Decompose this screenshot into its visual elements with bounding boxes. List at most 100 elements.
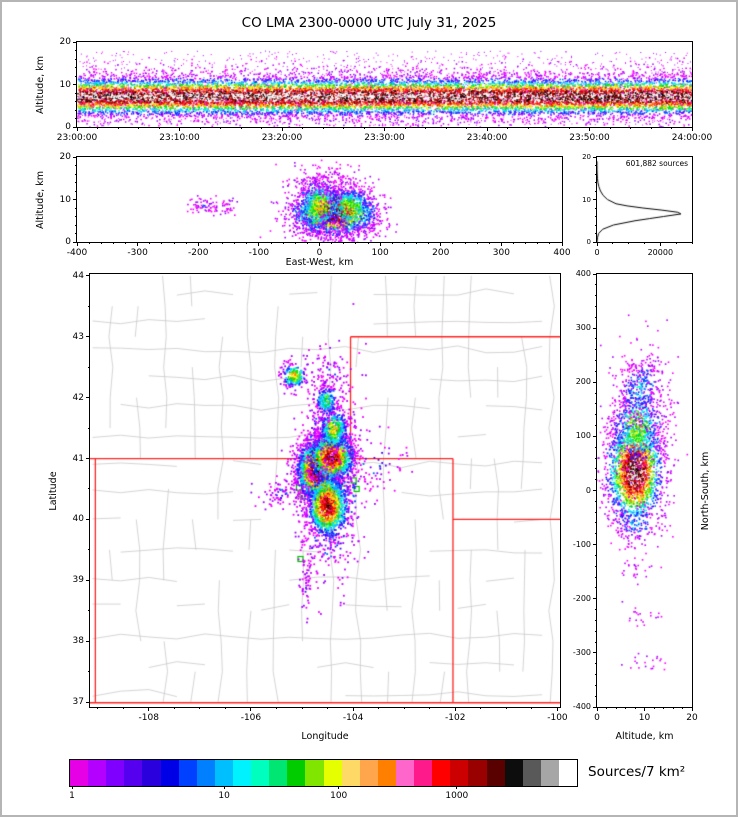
x-minor-tick <box>527 127 529 129</box>
y-minor-tick <box>595 190 597 192</box>
x-minor-tick <box>691 242 693 244</box>
y-minor-tick <box>595 695 597 697</box>
y-tick-label: -400 <box>572 702 591 711</box>
x-minor-tick <box>261 127 262 129</box>
colorbar-cell <box>540 760 559 786</box>
x-minor-tick <box>513 242 514 244</box>
y-minor-tick <box>88 549 90 551</box>
x-tick <box>440 242 442 246</box>
x-minor-tick <box>630 127 631 129</box>
altitude-histogram-canvas <box>597 157 692 242</box>
x-minor-tick <box>331 242 333 244</box>
x-minor-tick <box>391 242 393 244</box>
y-minor-tick <box>595 641 597 643</box>
x-minor-tick <box>672 707 674 709</box>
panel-plan-view-map: -108 -106 -104 -102 -100 37 38 39 40 41 42 43 44 <box>73 271 568 723</box>
x-minor-tick <box>403 242 405 244</box>
y-tick-label: 10 <box>59 79 71 90</box>
y-tick <box>86 458 90 460</box>
y-minor-tick <box>595 233 597 234</box>
x-minor-tick <box>220 127 221 129</box>
x-tick-label: 300 <box>492 248 510 258</box>
colorbar-tick-label: 10 <box>218 791 230 801</box>
x-tick <box>596 707 598 711</box>
x-minor-tick <box>429 707 431 709</box>
x-minor-tick <box>270 242 272 244</box>
colorbar-cell <box>450 760 469 786</box>
x-minor-tick <box>343 127 344 129</box>
y-tick <box>86 579 90 581</box>
y-minor-tick <box>595 446 597 448</box>
x-tick-label: -102 <box>445 713 466 723</box>
y-minor-tick <box>595 295 597 297</box>
x-tick-label: 23:20:00 <box>261 133 303 143</box>
x-tick-label: -200 <box>188 248 209 258</box>
y-minor-tick <box>595 630 597 632</box>
y-tick-label: 0 <box>65 237 71 247</box>
y-minor-tick <box>75 67 77 68</box>
x-minor-tick <box>343 242 345 244</box>
colorbar-cell <box>522 760 541 786</box>
y-minor-tick <box>595 511 597 513</box>
y-tick-label: -200 <box>572 593 591 603</box>
y-tick-label: 39 <box>72 575 84 586</box>
y-tick <box>593 652 597 654</box>
y-minor-tick <box>595 305 597 307</box>
x-minor-tick <box>161 242 163 244</box>
x-minor-tick <box>480 707 482 709</box>
y-minor-tick <box>75 101 77 102</box>
x-minor-tick <box>222 242 223 244</box>
y-tick <box>86 336 90 338</box>
sources-count-label: 601,882 sources <box>625 159 688 168</box>
x-minor-tick <box>240 127 242 129</box>
x-tick <box>454 707 456 711</box>
y-tick-label: 0 <box>586 238 591 246</box>
y-tick-label: 42 <box>72 392 84 403</box>
colorbar-cell <box>160 760 179 786</box>
x-minor-tick <box>209 242 211 244</box>
x-minor-tick <box>301 707 303 709</box>
x-minor-tick <box>363 127 365 129</box>
axis-title-map-x: Longitude <box>301 731 349 742</box>
x-tick-label: 0 <box>594 248 600 257</box>
y-tick <box>73 84 77 85</box>
y-tick-label: 37 <box>72 697 84 708</box>
x-minor-tick <box>275 707 277 709</box>
y-tick <box>86 701 90 703</box>
x-minor-tick <box>416 242 417 244</box>
x-tick-label: -100 <box>248 248 270 258</box>
colorbar-cell <box>377 760 396 786</box>
y-minor-tick <box>595 316 597 318</box>
colorbar-tick-label: 100 <box>330 791 348 801</box>
y-minor-tick <box>595 468 597 470</box>
colorbar-tick <box>456 786 458 789</box>
y-minor-tick <box>595 479 597 481</box>
colorbar-cell <box>486 760 505 786</box>
y-tick-label: 300 <box>575 323 591 333</box>
y-tick <box>593 435 597 437</box>
y-minor-tick <box>595 216 597 217</box>
x-tick-label: 23:50:00 <box>569 133 610 143</box>
x-minor-tick <box>185 242 187 244</box>
x-tick-label: 23:10:00 <box>159 133 200 143</box>
y-minor-tick <box>75 190 77 192</box>
y-minor-tick <box>595 182 597 183</box>
x-tick-label: 400 <box>553 248 571 258</box>
x-minor-tick <box>606 707 607 709</box>
y-minor-tick <box>595 663 597 665</box>
x-minor-tick <box>378 707 380 709</box>
x-tick-label: 23:30:00 <box>364 133 405 143</box>
x-tick-label: 20000 <box>647 248 674 257</box>
colorbar-cell <box>468 760 487 786</box>
x-minor-tick <box>609 127 611 129</box>
x-minor-tick <box>505 707 507 709</box>
colorbar-cell <box>214 760 233 786</box>
x-minor-tick <box>112 242 114 244</box>
y-minor-tick <box>595 165 597 166</box>
x-minor-tick <box>612 242 614 244</box>
y-minor-tick <box>595 533 597 535</box>
y-tick <box>73 156 77 158</box>
colorbar-title: Sources/7 km² <box>588 764 686 780</box>
y-minor-tick <box>595 207 597 209</box>
x-tick <box>384 127 385 131</box>
